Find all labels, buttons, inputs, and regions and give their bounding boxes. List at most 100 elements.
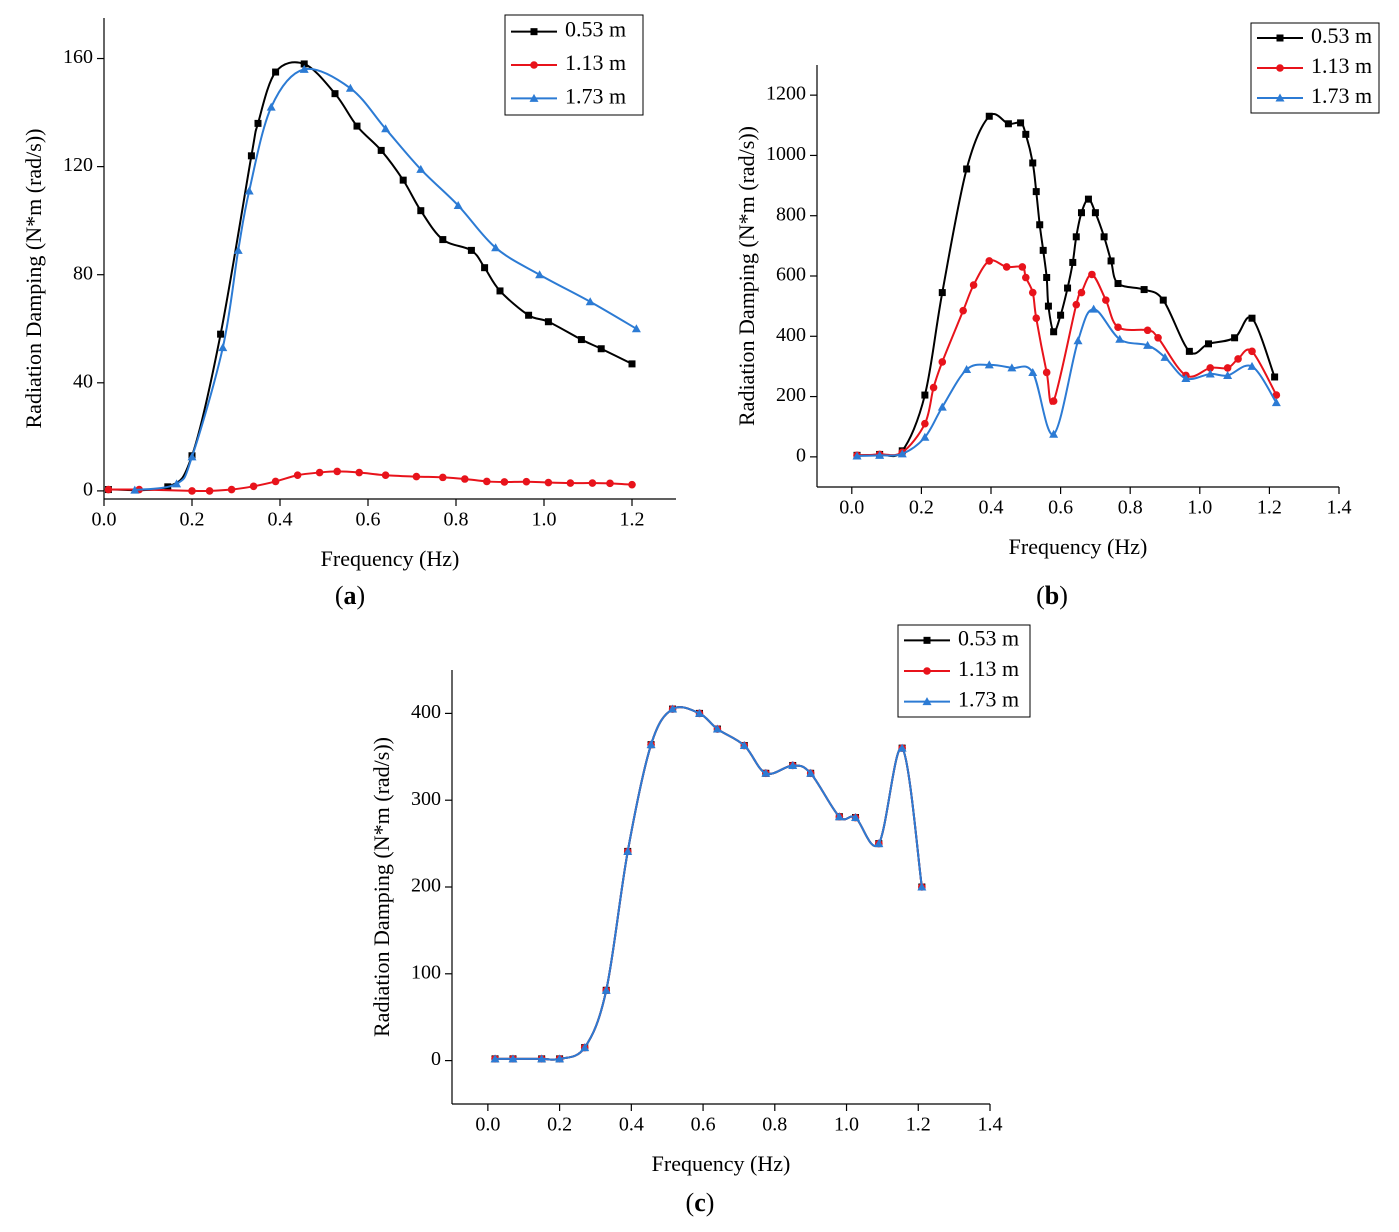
marker [1073,336,1083,345]
marker [1028,367,1038,376]
marker [580,1043,590,1052]
panel-label-part: a [344,581,357,610]
x-axis-title: Frequency (Hz) [321,546,460,571]
marker [1036,221,1044,229]
y-tick-label: 1000 [766,143,806,165]
marker [218,343,228,352]
x-tick-label: 0.2 [909,497,934,519]
marker [491,243,501,252]
marker [299,64,309,73]
series-line [108,61,633,492]
y-tick-label: 80 [73,262,93,284]
marker [628,480,636,489]
x-tick-label: 0.0 [92,509,117,531]
y-axis-title: Radiation Damping (N*m (rad/s)) [21,129,46,429]
marker [1205,369,1215,378]
marker [668,704,678,713]
marker [217,330,225,338]
marker [227,485,236,494]
marker [1100,233,1108,241]
marker [496,287,504,295]
marker [1007,363,1017,372]
y-tick-label: 400 [776,324,806,346]
legend-label: 0.53 m [1311,23,1372,48]
x-tick-label: 1.0 [1187,497,1212,519]
marker [1115,334,1125,343]
y-tick-label: 200 [411,875,441,897]
panel-label-part: ) [706,1188,715,1217]
y-tick-label: 40 [73,370,93,392]
marker [985,257,994,265]
marker [1077,209,1085,217]
marker [1069,258,1077,266]
marker [1223,364,1232,372]
y-tick-label: 400 [411,701,441,723]
y-tick-label: 300 [411,788,441,810]
y-tick-label: 160 [63,46,93,68]
marker [1159,296,1167,304]
marker [1072,233,1080,241]
marker [1044,302,1052,310]
marker [739,741,749,750]
y-tick-label: 800 [776,203,806,225]
marker [453,201,463,210]
marker [1018,263,1027,271]
marker [244,186,254,195]
marker [1032,314,1041,323]
marker [1206,364,1215,372]
x-tick-label: 1.2 [906,1114,931,1136]
series-line [495,706,923,1061]
marker [233,245,243,254]
marker [1072,300,1081,309]
panel-label: (a) [335,581,365,610]
y-tick-label: 120 [63,154,93,176]
series-line [134,67,637,492]
marker [439,236,447,244]
marker [962,364,972,373]
marker [938,289,946,297]
marker [1276,64,1284,72]
marker [1114,280,1122,288]
marker [712,724,722,733]
marker [761,768,771,777]
marker [544,478,553,487]
legend-label: 1.73 m [1311,83,1372,108]
marker [272,68,280,76]
x-tick-label: 0.8 [444,509,469,531]
marker [1275,93,1285,102]
marker [984,360,994,369]
marker [254,119,262,127]
marker [923,636,931,644]
marker [249,482,258,491]
x-tick-label: 0.4 [979,497,1004,519]
x-axis-title: Frequency (Hz) [652,1151,791,1176]
marker [1029,159,1037,167]
marker [1234,355,1242,363]
y-tick-label: 100 [411,961,441,983]
x-tick-label: 0.2 [180,509,205,531]
marker [490,1054,500,1063]
marker [522,477,531,486]
marker [1181,373,1191,382]
marker [300,60,308,68]
marker [1050,328,1058,336]
marker [585,297,595,306]
marker [1114,323,1122,332]
marker [1140,286,1148,294]
marker [851,813,860,822]
marker [631,324,641,333]
marker [345,83,355,92]
x-tick-label: 1.4 [1327,497,1352,519]
marker [1028,288,1037,297]
marker [1271,373,1279,381]
marker [897,449,907,458]
marker [920,432,930,441]
marker [481,264,489,272]
marker [985,112,993,120]
marker [588,479,597,487]
marker [1247,361,1257,370]
legend-label: 1.13 m [958,656,1019,681]
x-tick-label: 0.8 [1118,497,1143,519]
panel-label: (b) [1036,581,1068,610]
